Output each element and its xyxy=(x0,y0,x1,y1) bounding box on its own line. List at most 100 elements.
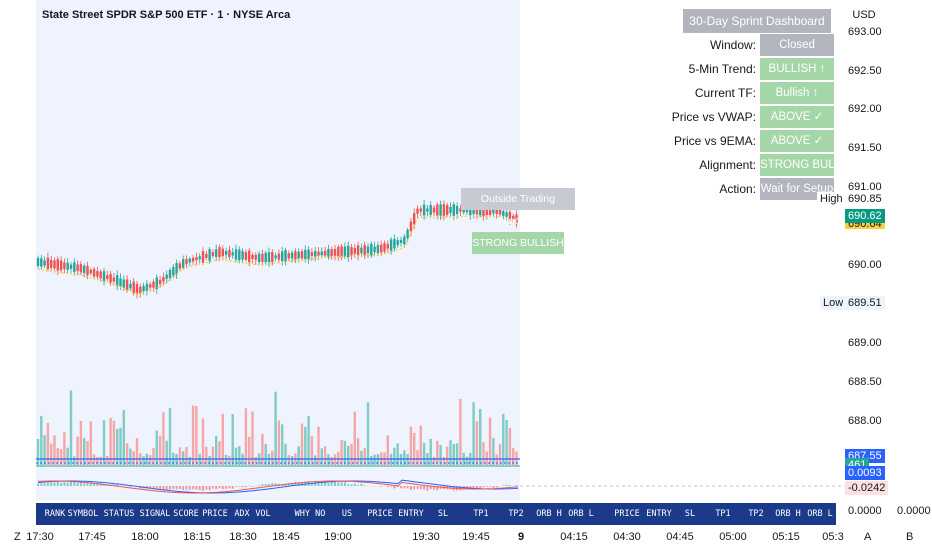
volume-bar xyxy=(492,438,495,465)
macd-histogram-bar xyxy=(112,484,115,486)
candle-body xyxy=(422,204,426,216)
time-tick: 04:30 xyxy=(613,531,641,543)
volume-bar xyxy=(479,408,482,465)
chart-title: State Street SPDR S&P 500 ETF · 1 · NYSE… xyxy=(42,9,291,21)
macd-histogram-bar xyxy=(268,483,270,486)
candle-body xyxy=(129,283,132,289)
candle-body xyxy=(215,249,218,257)
candle-body xyxy=(59,260,63,271)
log-scale-button[interactable]: B xyxy=(906,531,914,543)
macd-histogram-bar xyxy=(403,486,406,489)
price-tick-692-5: 692.50 xyxy=(848,65,882,77)
candle-body xyxy=(508,211,512,222)
candle-body xyxy=(495,209,498,214)
table-header-cell: STATUS xyxy=(103,509,135,519)
volume-bar xyxy=(439,445,442,465)
candle-body xyxy=(284,250,287,263)
candle-body xyxy=(330,249,333,256)
macd-histogram-bar xyxy=(489,486,492,487)
volume-bar xyxy=(304,426,307,465)
candle-body xyxy=(310,252,314,257)
candle-body xyxy=(261,253,264,262)
table-header-cell: ENTRY xyxy=(398,509,424,519)
candle-body xyxy=(399,239,403,243)
candle-body xyxy=(221,248,224,257)
candle-body xyxy=(436,204,439,216)
volume-bar xyxy=(254,456,257,465)
outside-window-label: Outside Trading Windows xyxy=(461,188,575,227)
volume-bar xyxy=(422,442,426,465)
dashboard-row-value: Wait for Setup xyxy=(760,178,834,200)
volume-bar xyxy=(96,456,99,465)
candle-body xyxy=(459,208,462,212)
candle-body xyxy=(198,256,201,260)
macd-histogram-bar xyxy=(149,486,152,489)
candle-body xyxy=(99,271,102,279)
macd-histogram-bar xyxy=(241,486,244,488)
candle-body xyxy=(46,257,50,270)
volume-bar xyxy=(317,426,320,465)
volume-bar xyxy=(132,451,135,465)
macd-histogram-bar xyxy=(419,486,422,490)
high-label: High xyxy=(817,192,846,206)
macd-histogram-bar xyxy=(508,485,511,486)
price-tick-688: 688.00 xyxy=(848,415,882,427)
dashboard-row: Alignment: STRONG BULL xyxy=(660,153,840,177)
candle-body xyxy=(63,262,66,270)
volume-bar xyxy=(455,443,459,465)
volume-bar xyxy=(277,420,281,465)
candle-body xyxy=(429,205,432,215)
candle-body xyxy=(188,258,191,263)
volume-bar xyxy=(297,446,300,465)
time-tick: 04:15 xyxy=(560,531,588,543)
volume-bar xyxy=(205,446,208,465)
candle-body xyxy=(446,205,449,215)
candle-body xyxy=(43,260,46,266)
macd-histogram-bar xyxy=(350,484,353,486)
table-header-cell: PRICE xyxy=(614,509,640,519)
macd-histogram-bar xyxy=(221,486,224,490)
macd-histogram-bar xyxy=(515,485,518,486)
candle-body xyxy=(413,213,416,225)
macd-histogram-bar xyxy=(60,482,63,486)
currency-selector[interactable]: USD xyxy=(852,9,876,21)
candle-body xyxy=(297,251,300,259)
timezone-label[interactable]: Z xyxy=(14,531,21,543)
dashboard-row-value: ABOVE ✓ xyxy=(760,130,834,152)
macd-histogram-bar xyxy=(360,483,363,486)
volume-bar xyxy=(43,435,46,465)
table-header-cell: TP2 xyxy=(508,509,524,519)
candle-body xyxy=(142,285,145,292)
candle-body xyxy=(472,206,475,214)
candle-body xyxy=(462,207,465,213)
candle-body xyxy=(356,245,360,256)
table-header-cell: ADX xyxy=(234,509,250,519)
candle-body xyxy=(135,283,139,294)
low-label: Low xyxy=(820,296,847,310)
indicator-tag-4: -0.0242 xyxy=(845,481,889,495)
volume-bar xyxy=(459,398,462,465)
macd-histogram-bar xyxy=(337,482,340,486)
dashboard-row-label: Current TF: xyxy=(694,86,756,100)
volume-bar xyxy=(307,416,310,465)
volume-bar xyxy=(515,451,518,465)
macd-histogram-bar xyxy=(66,482,69,486)
table-header-cell: ORB L xyxy=(568,509,594,519)
table-header-cell: SIGNAL xyxy=(139,509,171,519)
auto-scale-button[interactable]: A xyxy=(864,531,872,543)
candle-body xyxy=(92,268,96,277)
macd-histogram-bar xyxy=(169,486,171,490)
candle-body xyxy=(406,229,409,239)
table-header-cell: PRICE xyxy=(202,509,228,519)
macd-histogram-bar xyxy=(426,486,429,491)
volume-bar xyxy=(356,438,360,465)
macd-histogram-bar xyxy=(343,482,346,486)
volume-bar xyxy=(508,427,512,465)
macd-histogram-bar xyxy=(297,482,300,486)
volume-bar xyxy=(53,435,56,465)
candle-body xyxy=(251,254,254,259)
candle-body xyxy=(294,251,297,260)
volume-bar xyxy=(370,456,373,465)
